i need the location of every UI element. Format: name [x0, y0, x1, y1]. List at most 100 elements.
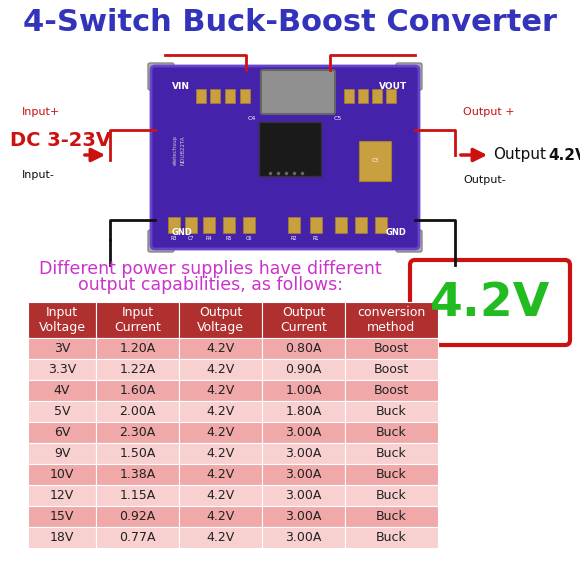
Text: 4.2V: 4.2V — [206, 510, 235, 523]
FancyBboxPatch shape — [148, 230, 174, 252]
Text: Output-: Output- — [463, 175, 506, 185]
FancyBboxPatch shape — [262, 464, 345, 485]
Text: Output +: Output + — [463, 107, 514, 117]
FancyBboxPatch shape — [288, 217, 300, 233]
FancyBboxPatch shape — [345, 338, 438, 359]
FancyBboxPatch shape — [259, 122, 321, 176]
Text: VIN: VIN — [172, 82, 190, 91]
Text: 4.2V: 4.2V — [206, 426, 235, 439]
Text: C7: C7 — [188, 236, 194, 241]
Text: R5: R5 — [226, 236, 232, 241]
FancyBboxPatch shape — [372, 89, 382, 103]
Text: 1.60A: 1.60A — [119, 384, 155, 397]
Text: conversion
method: conversion method — [357, 306, 426, 334]
Text: 18V: 18V — [50, 531, 74, 544]
FancyBboxPatch shape — [28, 485, 96, 506]
FancyBboxPatch shape — [344, 89, 354, 103]
Text: 4.2V: 4.2V — [206, 468, 235, 481]
FancyBboxPatch shape — [345, 302, 438, 338]
FancyBboxPatch shape — [185, 217, 197, 233]
FancyBboxPatch shape — [396, 230, 422, 252]
Text: Buck: Buck — [376, 468, 407, 481]
FancyBboxPatch shape — [148, 63, 174, 90]
FancyBboxPatch shape — [28, 338, 96, 359]
Text: 4.2V: 4.2V — [206, 363, 235, 376]
FancyBboxPatch shape — [262, 401, 345, 422]
FancyBboxPatch shape — [96, 338, 179, 359]
FancyBboxPatch shape — [179, 302, 262, 338]
Text: C4: C4 — [248, 116, 256, 121]
Text: 4.2V: 4.2V — [206, 405, 235, 418]
Text: 1.38A: 1.38A — [119, 468, 155, 481]
FancyBboxPatch shape — [96, 401, 179, 422]
FancyBboxPatch shape — [410, 260, 570, 345]
FancyBboxPatch shape — [28, 401, 96, 422]
Text: 4V: 4V — [54, 384, 70, 397]
Text: Different power supplies have different: Different power supplies have different — [39, 260, 381, 278]
Text: Output
Voltage: Output Voltage — [197, 306, 244, 334]
FancyBboxPatch shape — [310, 217, 322, 233]
FancyBboxPatch shape — [358, 89, 368, 103]
FancyBboxPatch shape — [355, 217, 367, 233]
Text: 4.2V: 4.2V — [206, 531, 235, 544]
FancyBboxPatch shape — [179, 443, 262, 464]
Text: NDUB22TA: NDUB22TA — [180, 135, 186, 165]
Text: 1.00A: 1.00A — [285, 384, 322, 397]
FancyBboxPatch shape — [96, 506, 179, 527]
Text: 9V: 9V — [54, 447, 70, 460]
FancyBboxPatch shape — [262, 380, 345, 401]
FancyBboxPatch shape — [96, 485, 179, 506]
Text: 1.15A: 1.15A — [119, 489, 155, 502]
FancyBboxPatch shape — [223, 217, 235, 233]
Text: R1: R1 — [313, 236, 319, 241]
FancyBboxPatch shape — [28, 506, 96, 527]
Text: C3: C3 — [371, 158, 379, 164]
Text: Output
Current: Output Current — [280, 306, 327, 334]
FancyBboxPatch shape — [262, 443, 345, 464]
Text: 3.00A: 3.00A — [285, 447, 322, 460]
Text: 4.2V: 4.2V — [206, 384, 235, 397]
FancyBboxPatch shape — [168, 217, 180, 233]
Text: Buck: Buck — [376, 531, 407, 544]
Text: 3V: 3V — [54, 342, 70, 355]
Text: Input
Voltage: Input Voltage — [38, 306, 85, 334]
FancyBboxPatch shape — [96, 443, 179, 464]
Text: Buck: Buck — [376, 510, 407, 523]
FancyBboxPatch shape — [345, 359, 438, 380]
Text: DC 3-23V: DC 3-23V — [10, 130, 111, 150]
FancyBboxPatch shape — [179, 506, 262, 527]
Text: 3.00A: 3.00A — [285, 426, 322, 439]
FancyBboxPatch shape — [345, 401, 438, 422]
Text: 2.30A: 2.30A — [119, 426, 155, 439]
Text: 4.2V: 4.2V — [206, 342, 235, 355]
FancyBboxPatch shape — [179, 380, 262, 401]
FancyBboxPatch shape — [262, 338, 345, 359]
Text: 1.22A: 1.22A — [119, 363, 155, 376]
Text: Input-: Input- — [22, 170, 55, 180]
FancyBboxPatch shape — [28, 443, 96, 464]
Text: 1.80A: 1.80A — [285, 405, 322, 418]
FancyBboxPatch shape — [96, 527, 179, 548]
Text: GND: GND — [386, 228, 407, 237]
Text: 4-Switch Buck-Boost Converter: 4-Switch Buck-Boost Converter — [23, 8, 557, 37]
Text: R4: R4 — [206, 236, 212, 241]
FancyBboxPatch shape — [335, 217, 347, 233]
FancyBboxPatch shape — [179, 464, 262, 485]
Text: 3.00A: 3.00A — [285, 531, 322, 544]
Text: C6: C6 — [246, 236, 252, 241]
FancyBboxPatch shape — [345, 422, 438, 443]
FancyBboxPatch shape — [345, 527, 438, 548]
Text: Buck: Buck — [376, 426, 407, 439]
FancyBboxPatch shape — [179, 527, 262, 548]
Text: Boost: Boost — [374, 363, 409, 376]
FancyBboxPatch shape — [96, 359, 179, 380]
Text: eletechsup: eletechsup — [172, 135, 177, 165]
Text: Boost: Boost — [374, 342, 409, 355]
FancyBboxPatch shape — [345, 464, 438, 485]
FancyBboxPatch shape — [345, 506, 438, 527]
FancyBboxPatch shape — [203, 217, 215, 233]
Text: 3.00A: 3.00A — [285, 489, 322, 502]
FancyBboxPatch shape — [151, 66, 419, 249]
FancyBboxPatch shape — [28, 527, 96, 548]
Text: 5V: 5V — [54, 405, 70, 418]
